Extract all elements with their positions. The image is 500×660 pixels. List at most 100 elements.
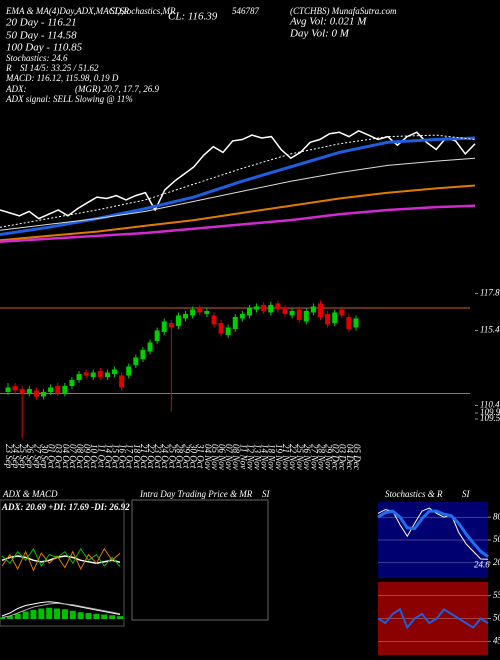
x-tick-label: 24 Oct bbox=[160, 444, 170, 469]
bar bbox=[0, 617, 5, 619]
x-tick-label: 14 Nov bbox=[260, 444, 270, 470]
candle-body bbox=[112, 369, 118, 374]
candle-body bbox=[268, 304, 274, 313]
x-tick-label: 10 Oct bbox=[89, 444, 99, 469]
candle-body bbox=[211, 315, 217, 325]
x-tick-label: 11 Oct bbox=[96, 444, 106, 468]
x-tick-label: 23 Oct bbox=[153, 444, 163, 469]
x-tick-label: 22 Oct bbox=[146, 444, 156, 469]
x-tick-label: 21 Nov bbox=[281, 444, 291, 470]
y-tick-label: 117.86 bbox=[480, 288, 500, 298]
candle-body bbox=[190, 309, 196, 316]
y-tick-label: 50 bbox=[493, 613, 500, 623]
y-tick-label: 80 bbox=[493, 511, 500, 521]
x-tick-label: 04 Dec bbox=[345, 444, 355, 470]
bar bbox=[109, 615, 116, 619]
header-text: (CTCHBS) MunafaSutra.com bbox=[290, 6, 397, 16]
candle-body bbox=[83, 372, 89, 376]
panel-title: ADX & MACD bbox=[2, 489, 58, 499]
x-tick-label: 08 Nov bbox=[231, 444, 241, 470]
x-tick-label: 06 Nov bbox=[217, 444, 227, 470]
x-tick-label: 03 Oct bbox=[54, 444, 64, 469]
header-text: Stochastics: 24.6 bbox=[6, 53, 68, 63]
candle-body bbox=[175, 315, 181, 326]
candle-body bbox=[310, 306, 316, 313]
candle-body bbox=[48, 387, 54, 392]
panel-subtitle: ADX: 20.69 +DI: 17.69 -DI: 26.92 bbox=[1, 502, 130, 512]
x-tick-label: 30 Oct bbox=[189, 443, 199, 469]
candle-body bbox=[19, 388, 25, 394]
line-series bbox=[1, 547, 121, 572]
y-tick-label: 50 bbox=[493, 534, 500, 544]
candle-body bbox=[41, 391, 47, 397]
x-tick-label: 16 Oct bbox=[118, 444, 128, 469]
candle-body bbox=[261, 304, 267, 311]
line-series bbox=[1, 602, 121, 618]
candle-body bbox=[133, 357, 139, 365]
line-series bbox=[377, 607, 489, 630]
header-text: Day Vol: 0 M bbox=[289, 28, 350, 40]
x-tick-label: 18 Nov bbox=[267, 444, 277, 470]
line-series bbox=[0, 157, 476, 231]
x-tick-label: 23 Sep bbox=[4, 444, 14, 469]
candle-body bbox=[239, 313, 245, 319]
panel-frame bbox=[131, 499, 269, 621]
y-tick-label: 55 bbox=[493, 590, 500, 600]
x-tick-label: 31 Oct bbox=[196, 443, 206, 469]
x-tick-label: 08 Oct bbox=[75, 444, 85, 469]
bar bbox=[61, 609, 68, 619]
y-tick-label: 109.9 bbox=[480, 407, 500, 417]
candle-body bbox=[161, 321, 167, 332]
header-text: CL: 116.39 bbox=[168, 11, 218, 23]
candle-body bbox=[33, 390, 39, 397]
x-tick-label: 26 Nov bbox=[302, 444, 312, 470]
data-label: 24.6 bbox=[474, 559, 490, 569]
header-text: 20 Day - 116.21 bbox=[6, 17, 77, 29]
candle-body bbox=[296, 309, 302, 320]
header-text: R bbox=[5, 63, 12, 73]
bar bbox=[6, 616, 13, 619]
candle-body bbox=[69, 379, 75, 386]
header-text: MACD: 116.12, 115.98, 0.19 D bbox=[5, 73, 119, 83]
candle-body bbox=[225, 327, 231, 335]
candle-body bbox=[55, 385, 61, 394]
candle-body bbox=[147, 342, 153, 352]
bar bbox=[69, 610, 76, 619]
panel-title: SI bbox=[262, 489, 271, 499]
x-tick-label: 14 Oct bbox=[103, 444, 113, 469]
x-tick-label: 05 Dec bbox=[352, 444, 362, 470]
x-tick-label: 27 Nov bbox=[309, 444, 319, 470]
x-tick-label: 25 Nov bbox=[295, 444, 305, 470]
candle-body bbox=[275, 303, 281, 310]
line-series bbox=[0, 204, 476, 243]
candle-body bbox=[339, 309, 345, 316]
x-tick-label: 07 Oct bbox=[68, 444, 78, 469]
header-text: SI 14/5: 33.25 / 51.62 bbox=[20, 63, 99, 73]
candle-body bbox=[282, 307, 288, 314]
x-tick-label: 30 Sep bbox=[39, 443, 49, 469]
y-tick-label: 109.5 bbox=[480, 413, 500, 423]
bar bbox=[46, 607, 53, 619]
candle-body bbox=[183, 313, 189, 319]
header-text: 100 Day - 110.85 bbox=[6, 42, 83, 54]
y-tick-label: 110.4 bbox=[480, 400, 500, 410]
x-tick-label: 04 Oct bbox=[61, 444, 71, 469]
x-tick-label: 21 Oct bbox=[139, 444, 149, 469]
x-tick-label: 28 Nov bbox=[316, 444, 326, 470]
x-tick-label: 19 Nov bbox=[274, 444, 284, 470]
header-text: 546787 bbox=[232, 6, 260, 16]
x-tick-label: 25 Sep bbox=[18, 444, 28, 469]
bar bbox=[30, 610, 37, 619]
x-tick-label: 04 Nov bbox=[203, 444, 213, 470]
candle-body bbox=[97, 370, 103, 377]
candle-body bbox=[254, 306, 260, 310]
y-tick-label: 20 bbox=[493, 557, 500, 567]
x-tick-label: 02 Dec bbox=[331, 444, 341, 470]
x-tick-label: 15 Oct bbox=[110, 444, 120, 469]
panel-title: Stochastics & R bbox=[385, 489, 443, 499]
panel-title: Intra Day Trading Price & MR bbox=[139, 489, 253, 499]
bar bbox=[93, 613, 100, 619]
bar bbox=[77, 612, 84, 619]
